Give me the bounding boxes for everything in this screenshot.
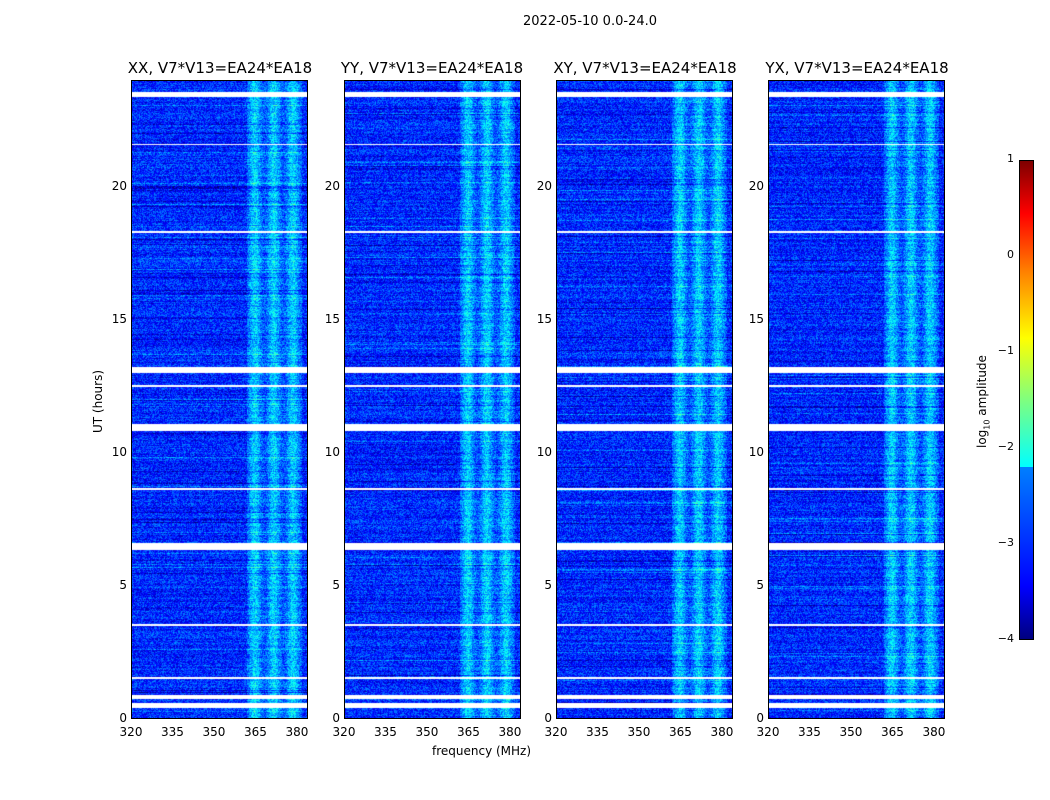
y-tick-label: 10 bbox=[536, 444, 552, 459]
colorbar-tick-label: −2 bbox=[997, 440, 1014, 453]
y-tick-label: 20 bbox=[536, 178, 552, 193]
y-tick-label: 5 bbox=[119, 577, 127, 592]
spectrogram-panel bbox=[556, 80, 733, 719]
x-tick-label: 365 bbox=[669, 725, 692, 739]
x-tick-label: 380 bbox=[710, 725, 734, 739]
spectrogram-panel bbox=[344, 80, 521, 719]
panel-title: YX, V7*V13=EA24*EA18 bbox=[765, 59, 949, 77]
x-tick-label: 320 bbox=[119, 725, 143, 739]
x-tick-label: 335 bbox=[161, 725, 184, 739]
y-tick-label: 5 bbox=[544, 577, 552, 592]
x-tick-label: 365 bbox=[457, 725, 480, 739]
x-tick-label: 335 bbox=[798, 725, 821, 739]
colorbar-tick-label: −3 bbox=[997, 536, 1014, 549]
x-tick-label: 350 bbox=[415, 725, 439, 739]
panel-title: XX, V7*V13=EA24*EA18 bbox=[127, 59, 313, 77]
spectrogram-panel bbox=[768, 80, 945, 719]
y-tick-label: 20 bbox=[324, 178, 340, 193]
y-tick-label: 5 bbox=[756, 577, 764, 592]
x-tick-label: 380 bbox=[922, 725, 946, 739]
y-tick-label: 0 bbox=[544, 711, 552, 725]
colorbar-label: log10 amplitude bbox=[975, 355, 992, 448]
y-tick-label: 10 bbox=[111, 444, 127, 459]
y-tick-label: 0 bbox=[756, 711, 764, 725]
heatmap bbox=[769, 81, 944, 718]
y-tick-label: 10 bbox=[324, 444, 340, 459]
x-tick-label: 380 bbox=[285, 725, 309, 739]
y-tick-label: 20 bbox=[111, 178, 127, 193]
colorbar-tick-label: 1 bbox=[1007, 152, 1014, 165]
x-tick-label: 350 bbox=[839, 725, 863, 739]
y-tick-label: 5 bbox=[332, 577, 340, 592]
panel-title: YY, V7*V13=EA24*EA18 bbox=[340, 59, 524, 77]
y-tick-label: 0 bbox=[332, 711, 340, 725]
colorbar-tick-label: −4 bbox=[997, 632, 1014, 645]
chart-title: 2022-05-10 0.0-24.0 bbox=[523, 14, 657, 29]
x-tick-label: 320 bbox=[756, 725, 780, 739]
y-tick-label: 15 bbox=[536, 311, 552, 326]
x-tick-label: 365 bbox=[881, 725, 904, 739]
x-tick-label: 350 bbox=[202, 725, 226, 739]
colorbar bbox=[1019, 160, 1034, 640]
heatmap bbox=[132, 81, 307, 718]
x-tick-label: 320 bbox=[544, 725, 568, 739]
y-tick-label: 15 bbox=[111, 311, 127, 326]
y-tick-label: 0 bbox=[119, 711, 127, 725]
colorbar-tick-label: 0 bbox=[1007, 248, 1014, 261]
y-tick-label: 20 bbox=[748, 178, 764, 193]
x-tick-label: 335 bbox=[374, 725, 397, 739]
x-tick-label: 380 bbox=[498, 725, 522, 739]
y-axis-label: UT (hours) bbox=[91, 369, 105, 433]
colorbar-tick-label: −1 bbox=[997, 344, 1014, 357]
y-tick-label: 15 bbox=[748, 311, 764, 326]
x-axis-label: frequency (MHz) bbox=[432, 744, 532, 758]
x-tick-label: 365 bbox=[244, 725, 267, 739]
x-tick-label: 350 bbox=[627, 725, 651, 739]
spectrogram-panel bbox=[131, 80, 308, 719]
y-tick-label: 15 bbox=[324, 311, 340, 326]
x-tick-label: 335 bbox=[586, 725, 609, 739]
y-tick-label: 10 bbox=[748, 444, 764, 459]
heatmap bbox=[345, 81, 520, 718]
x-tick-label: 320 bbox=[332, 725, 356, 739]
heatmap bbox=[557, 81, 732, 718]
panel-title: XY, V7*V13=EA24*EA18 bbox=[553, 59, 737, 77]
